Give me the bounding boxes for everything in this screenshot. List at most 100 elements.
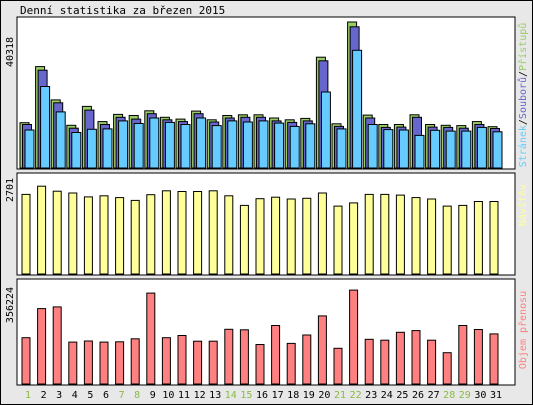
x-tick-label-day-12: 12 — [194, 390, 206, 401]
x-tick-label-day-16: 16 — [256, 390, 268, 401]
bar-visits-day-27 — [427, 198, 437, 275]
bar-kbytes-day-2 — [37, 308, 47, 385]
bar-pages-day-24 — [383, 129, 394, 169]
bar-visits-day-10 — [161, 190, 171, 275]
x-tick-label-day-20: 20 — [318, 390, 330, 401]
x-tick-label-day-11: 11 — [178, 390, 190, 401]
bar-kbytes-day-21 — [333, 347, 343, 385]
bar-pages-day-9 — [149, 117, 160, 169]
x-tick-label-day-6: 6 — [103, 390, 109, 401]
x-tick-label-day-17: 17 — [272, 390, 284, 401]
y-max-label-kbytes: 356224 — [5, 287, 16, 323]
x-tick-label-day-25: 25 — [396, 390, 408, 401]
bar-visits-day-23 — [364, 193, 374, 275]
bar-visits-day-26 — [411, 197, 421, 275]
bar-visits-day-30 — [473, 201, 483, 275]
bar-kbytes-day-3 — [52, 306, 62, 385]
bar-pages-day-2 — [40, 86, 51, 169]
bar-pages-day-31 — [492, 131, 503, 169]
bar-visits-day-24 — [380, 193, 390, 275]
bar-pages-day-14 — [227, 120, 238, 169]
bar-pages-day-8 — [133, 123, 144, 169]
bar-visits-day-7 — [115, 197, 125, 275]
bar-kbytes-day-7 — [115, 341, 125, 385]
bar-pages-day-12 — [196, 117, 207, 169]
bar-kbytes-day-15 — [239, 329, 249, 385]
bar-kbytes-day-9 — [146, 292, 156, 385]
bar-visits-day-1 — [21, 193, 31, 275]
bar-kbytes-day-26 — [411, 330, 421, 385]
bar-pages-day-29 — [461, 130, 472, 169]
bar-kbytes-day-1 — [21, 337, 31, 385]
legend-hits-files-pages: Stránek/Souborů/Přístupů — [517, 23, 529, 168]
bar-kbytes-day-22 — [349, 289, 359, 385]
bar-kbytes-day-11 — [177, 335, 187, 385]
bar-kbytes-day-8 — [130, 338, 140, 385]
bar-pages-day-10 — [164, 121, 175, 169]
x-tick-label-day-24: 24 — [381, 390, 393, 401]
bar-visits-day-16 — [255, 198, 265, 275]
x-tick-label-day-18: 18 — [287, 390, 299, 401]
x-tick-label-day-22: 22 — [350, 390, 362, 401]
x-axis-labels: 1 2 3 4 5 6 7 8 9 10 11 12 13 14 15 16 17 18 19 20 21 22 23 24 2… — [25, 390, 502, 401]
bar-pages-day-26 — [414, 134, 425, 169]
bar-visits-day-25 — [395, 194, 405, 275]
legend-kbytes: Objem přenosu — [517, 291, 529, 369]
bar-pages-day-6 — [102, 128, 113, 169]
legend-pages: Stránek — [517, 125, 529, 167]
bar-pages-day-4 — [71, 132, 82, 169]
x-tick-label-day-14: 14 — [225, 390, 237, 401]
y-max-label-hits: 40318 — [5, 37, 16, 67]
bar-pages-day-11 — [180, 124, 191, 169]
bar-kbytes-day-6 — [99, 341, 109, 385]
bar-kbytes-day-5 — [83, 340, 93, 385]
bar-pages-day-27 — [430, 129, 441, 169]
bar-visits-day-15 — [239, 204, 249, 275]
bar-pages-day-25 — [398, 129, 409, 169]
x-tick-label-day-4: 4 — [72, 390, 78, 401]
bar-pages-day-18 — [289, 125, 300, 169]
x-tick-label-day-31: 31 — [490, 390, 502, 401]
bar-kbytes-day-16 — [255, 344, 265, 385]
bar-pages-day-1 — [24, 129, 35, 169]
x-tick-label-day-19: 19 — [303, 390, 315, 401]
bar-kbytes-day-23 — [364, 338, 374, 385]
bar-visits-day-5 — [83, 196, 93, 275]
x-tick-label-day-10: 10 — [162, 390, 174, 401]
bar-visits-day-4 — [68, 192, 78, 275]
bar-visits-day-28 — [442, 205, 452, 275]
bar-visits-day-21 — [333, 205, 343, 275]
x-tick-label-day-21: 21 — [334, 390, 346, 401]
bar-visits-day-18 — [286, 198, 296, 275]
bar-kbytes-day-29 — [458, 325, 468, 385]
bar-visits-day-19 — [302, 197, 312, 275]
legend-hits: Přístupů — [517, 23, 529, 71]
x-tick-label-day-15: 15 — [240, 390, 252, 401]
bar-kbytes-day-10 — [161, 337, 171, 385]
x-tick-label-day-7: 7 — [119, 390, 125, 401]
bar-kbytes-day-12 — [193, 340, 203, 385]
bar-pages-day-15 — [242, 121, 253, 169]
x-tick-label-day-27: 27 — [428, 390, 440, 401]
bar-pages-day-13 — [211, 125, 222, 169]
bar-pages-day-19 — [305, 123, 316, 169]
bar-pages-day-17 — [274, 122, 285, 169]
bar-kbytes-day-27 — [427, 339, 437, 385]
bars-group — [19, 21, 503, 385]
bar-kbytes-day-19 — [302, 334, 312, 385]
x-tick-label-day-1: 1 — [25, 390, 31, 401]
legend-separator: / — [518, 119, 529, 125]
bar-visits-day-13 — [208, 190, 218, 275]
bar-kbytes-day-4 — [68, 341, 78, 385]
x-tick-label-day-13: 13 — [209, 390, 221, 401]
bar-visits-day-14 — [224, 195, 234, 275]
bar-kbytes-day-14 — [224, 328, 234, 385]
x-tick-label-day-26: 26 — [412, 390, 424, 401]
bar-visits-day-17 — [271, 196, 281, 275]
bar-pages-day-7 — [118, 120, 129, 169]
bar-pages-day-21 — [336, 128, 347, 169]
bar-visits-day-11 — [177, 191, 187, 275]
bar-pages-day-30 — [476, 126, 487, 169]
x-tick-label-day-23: 23 — [365, 390, 377, 401]
